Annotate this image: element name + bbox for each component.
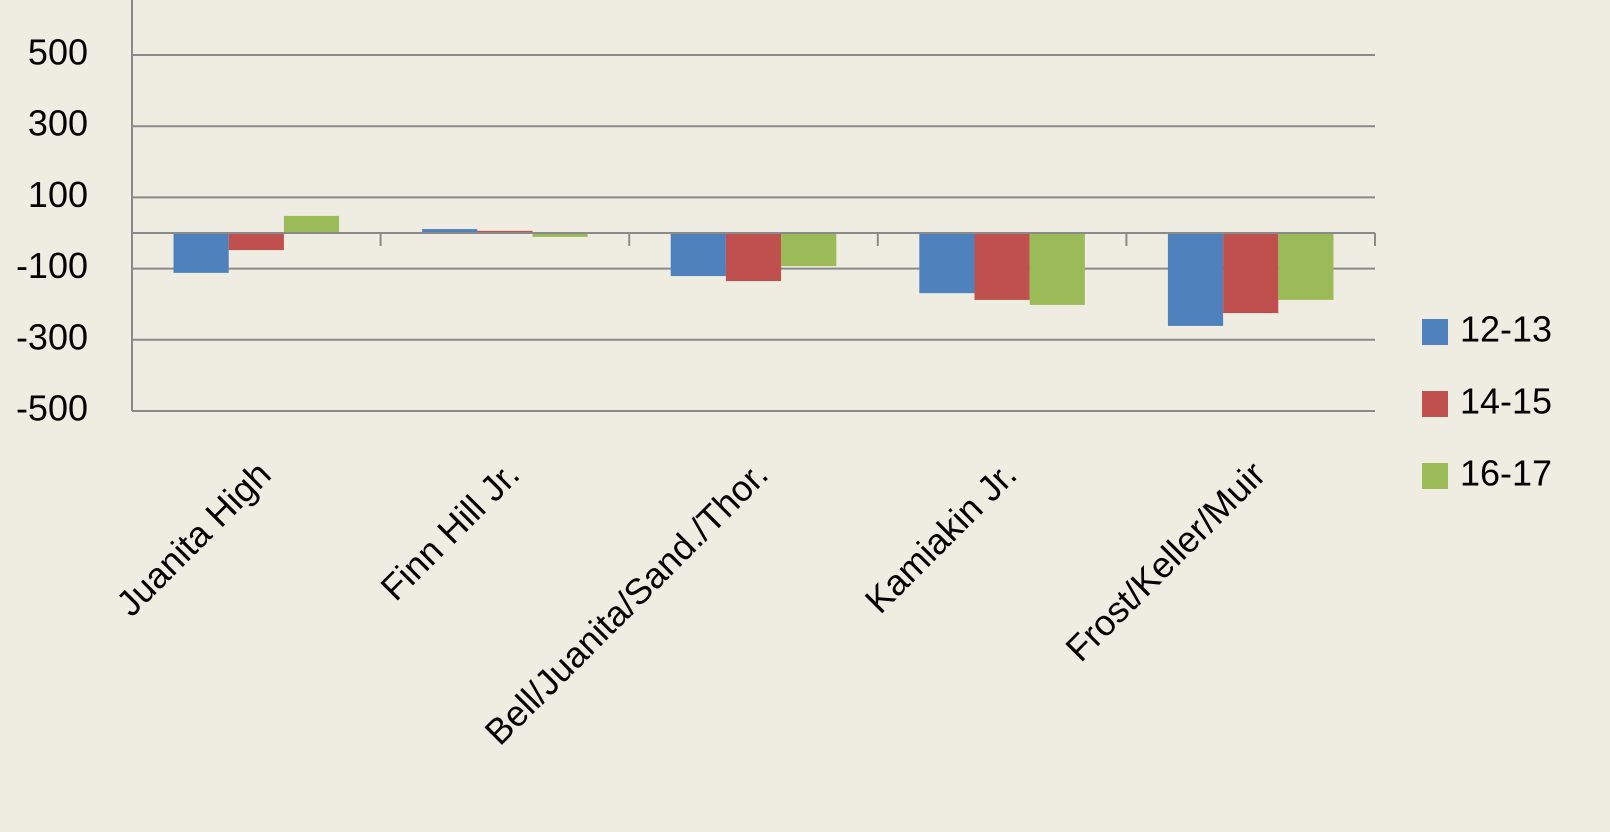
bar bbox=[173, 233, 229, 273]
bar bbox=[670, 233, 726, 277]
bar bbox=[228, 233, 284, 251]
legend-label: 16-17 bbox=[1460, 453, 1552, 494]
bar bbox=[781, 233, 837, 267]
bar bbox=[532, 233, 588, 237]
y-tick-label: -100 bbox=[16, 245, 88, 286]
y-tick-label: 100 bbox=[28, 174, 88, 215]
legend-label: 12-13 bbox=[1460, 309, 1552, 350]
bar bbox=[422, 229, 478, 233]
legend-label: 14-15 bbox=[1460, 381, 1552, 422]
bar bbox=[1029, 233, 1085, 305]
legend-swatch bbox=[1422, 391, 1448, 417]
bar bbox=[1278, 233, 1334, 300]
bar bbox=[283, 215, 340, 233]
bar bbox=[1223, 233, 1279, 314]
legend-swatch bbox=[1422, 463, 1448, 489]
y-tick-label: 300 bbox=[28, 103, 88, 144]
bar bbox=[1167, 233, 1224, 326]
y-tick-label: -300 bbox=[16, 316, 88, 357]
bar bbox=[725, 233, 782, 282]
legend-swatch bbox=[1422, 319, 1448, 345]
y-tick-label: -500 bbox=[16, 388, 88, 429]
bar bbox=[974, 233, 1030, 300]
y-tick-label: 500 bbox=[28, 32, 88, 73]
bar bbox=[477, 230, 533, 233]
bar bbox=[919, 233, 975, 294]
